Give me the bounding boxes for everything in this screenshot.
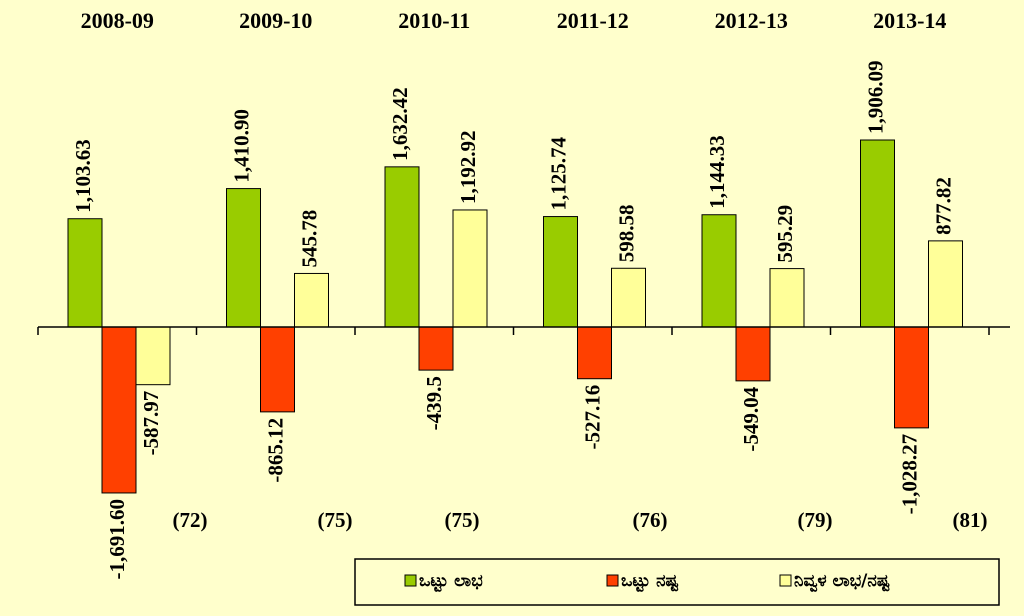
bar xyxy=(894,326,929,429)
bar xyxy=(735,326,771,382)
value-label: 595.29 xyxy=(773,205,797,263)
legend-label: ಒಟ್ಟು ಲಾಭ xyxy=(419,571,483,593)
value-label: 877.82 xyxy=(931,177,955,235)
legend-label: ನಿವ್ವಳ ಲಾಭ/ನಷ್ಟ xyxy=(794,571,890,593)
annotation: (75) xyxy=(445,508,480,532)
category-label: 2008-09 xyxy=(81,8,154,33)
bar xyxy=(260,326,295,413)
bar xyxy=(294,272,329,328)
bar xyxy=(860,139,895,328)
legend-swatch xyxy=(404,574,417,587)
bar xyxy=(928,240,963,328)
value-label: 1,144.33 xyxy=(705,135,729,209)
value-label: -527.16 xyxy=(580,385,604,450)
bar xyxy=(452,209,488,328)
bar xyxy=(226,188,261,328)
value-label: -587.97 xyxy=(139,391,163,456)
bar xyxy=(611,267,646,328)
legend-box xyxy=(354,558,1000,606)
annotation: (79) xyxy=(798,508,833,532)
category-label: 2011-12 xyxy=(557,8,629,33)
value-label: -1,028.27 xyxy=(897,434,921,515)
bar xyxy=(577,326,612,380)
value-label: 545.78 xyxy=(297,210,321,268)
bar xyxy=(701,214,737,328)
bar xyxy=(67,218,103,328)
annotation: (81) xyxy=(953,508,988,532)
bar xyxy=(101,326,137,494)
value-label: -439.5 xyxy=(422,376,446,430)
annotation: (75) xyxy=(318,508,353,532)
bar xyxy=(384,166,420,328)
value-label: 1,192.92 xyxy=(456,130,480,204)
legend-swatch xyxy=(779,574,792,587)
bar xyxy=(135,326,171,386)
category-label: 2010-11 xyxy=(398,8,470,33)
value-label: 1,103.63 xyxy=(71,139,95,213)
category-label: 2012-13 xyxy=(715,8,788,33)
annotation: (72) xyxy=(173,508,208,532)
bar xyxy=(418,326,454,371)
value-label: 1,906.09 xyxy=(863,61,887,135)
value-label: 1,410.90 xyxy=(229,109,253,183)
value-label: -865.12 xyxy=(263,418,287,483)
category-label: 2009-10 xyxy=(239,8,312,33)
bar xyxy=(543,216,578,328)
value-label: 598.58 xyxy=(614,205,638,263)
annotation: (76) xyxy=(633,508,668,532)
value-label: 1,125.74 xyxy=(546,137,570,211)
value-label: 1,632.42 xyxy=(388,87,412,161)
category-label: 2013-14 xyxy=(873,8,946,33)
value-label: -1,691.60 xyxy=(105,499,129,580)
bar xyxy=(769,268,805,328)
legend-label: ಒಟ್ಟು ನಷ್ಟ xyxy=(621,571,679,593)
value-label: -549.04 xyxy=(739,386,763,451)
legend-swatch xyxy=(606,574,619,587)
